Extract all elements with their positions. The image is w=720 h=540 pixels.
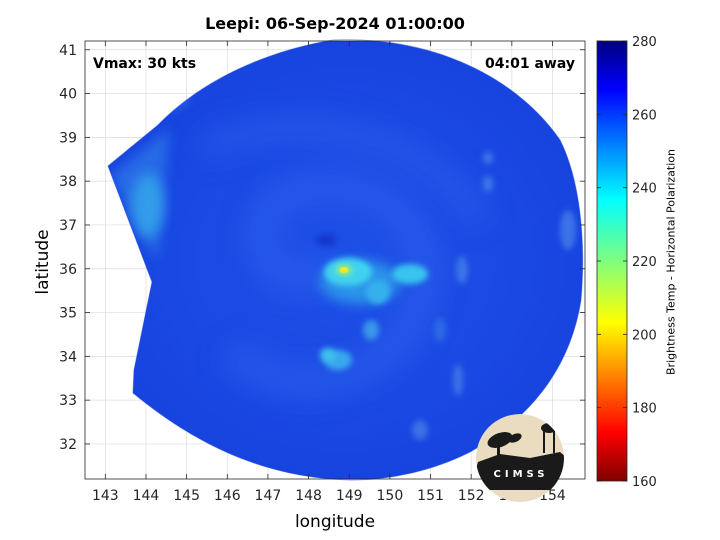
y-axis-label: latitude bbox=[33, 229, 53, 295]
colorbar-tick-label: 280 bbox=[632, 35, 657, 50]
y-tick-label: 37 bbox=[59, 218, 77, 234]
x-tick-label: 144 bbox=[133, 488, 160, 504]
y-tick-label: 34 bbox=[59, 349, 77, 365]
x-tick-label: 145 bbox=[173, 488, 200, 504]
y-tick-label: 33 bbox=[59, 393, 77, 409]
x-tick-label: 152 bbox=[458, 488, 485, 504]
vmax-label: Vmax: 30 kts bbox=[93, 56, 196, 72]
colorbar-tick-label: 240 bbox=[632, 182, 657, 197]
colorbar bbox=[597, 41, 627, 481]
cimss-logo-text: CIMSS bbox=[494, 469, 549, 480]
colorbar-tick-label: 260 bbox=[632, 108, 657, 123]
y-tick-label: 38 bbox=[59, 174, 77, 190]
colorbar-tick-label: 180 bbox=[632, 402, 657, 417]
x-axis-label: longitude bbox=[294, 512, 376, 532]
colorbar-tick-label: 160 bbox=[632, 475, 657, 490]
y-tick-label: 41 bbox=[59, 43, 77, 59]
y-tick-label: 35 bbox=[59, 306, 77, 322]
y-tick-label: 36 bbox=[59, 262, 77, 278]
x-tick-label: 147 bbox=[255, 488, 282, 504]
y-tick-label: 39 bbox=[59, 130, 77, 146]
colorbar-label: Brightness Temp - Horizontal Polarizatio… bbox=[664, 149, 678, 375]
colorbar-ticks: 160 180 200 220 240 260 280 bbox=[597, 35, 657, 490]
colorbar-tick-label: 220 bbox=[632, 255, 657, 270]
x-tick-label: 150 bbox=[377, 488, 404, 504]
chart-title: Leepi: 06-Sep-2024 01:00:00 bbox=[205, 14, 465, 33]
x-tick-label: 143 bbox=[92, 488, 119, 504]
x-tick-label: 146 bbox=[214, 488, 241, 504]
y-ticks: 32 33 34 35 36 37 38 39 40 41 bbox=[59, 43, 585, 453]
cimss-logo bbox=[476, 414, 564, 502]
axes-box bbox=[84, 40, 586, 480]
x-tick-label: 148 bbox=[295, 488, 322, 504]
x-tick-label: 151 bbox=[417, 488, 444, 504]
colorbar-tick-label: 200 bbox=[632, 328, 657, 343]
y-tick-label: 40 bbox=[59, 87, 77, 103]
time-away-label: 04:01 away bbox=[485, 56, 575, 72]
x-tick-label: 149 bbox=[336, 488, 363, 504]
brightness-swath bbox=[108, 41, 583, 479]
y-tick-label: 32 bbox=[59, 437, 77, 453]
